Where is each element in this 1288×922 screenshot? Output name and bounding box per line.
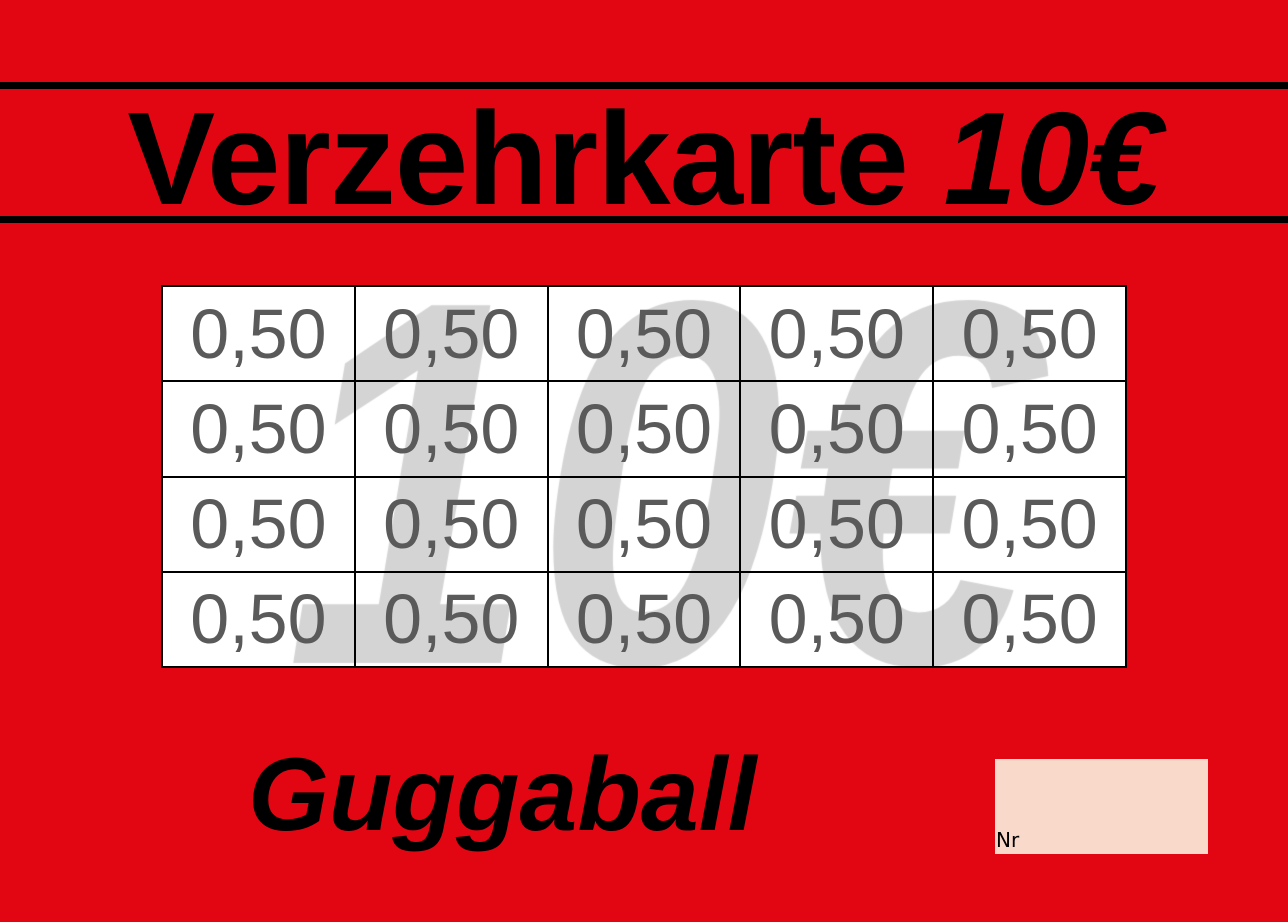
value-cell: 0,50 xyxy=(162,286,355,382)
title-amount: 10€ xyxy=(943,85,1161,232)
value-cell: 0,50 xyxy=(933,571,1126,667)
value-cell: 0,50 xyxy=(354,381,548,477)
value-cell: 0,50 xyxy=(547,571,741,667)
bottom-rule xyxy=(0,216,1288,223)
value-cell: 0,50 xyxy=(547,381,741,477)
value-cell: 0,50 xyxy=(740,571,934,667)
top-rule xyxy=(0,82,1288,89)
value-cell: 0,50 xyxy=(547,476,741,572)
number-field: Nr xyxy=(995,759,1208,854)
card-title: Verzehrkarte 10€ xyxy=(0,84,1288,234)
value-cell: 0,50 xyxy=(740,381,934,477)
value-cell: 0,50 xyxy=(354,571,548,667)
value-cell: 0,50 xyxy=(354,286,548,382)
value-cell: 0,50 xyxy=(354,476,548,572)
value-cell: 0,50 xyxy=(933,381,1126,477)
number-label: Nr xyxy=(996,828,1020,852)
value-cell: 0,50 xyxy=(162,381,355,477)
title-text: Verzehrkarte xyxy=(127,85,909,232)
value-cell: 0,50 xyxy=(162,571,355,667)
value-cell: 0,50 xyxy=(740,476,934,572)
event-name: Guggaball xyxy=(248,737,757,853)
value-cell: 0,50 xyxy=(933,476,1126,572)
value-grid: 0,50 0,50 0,50 0,50 0,50 0,50 0,50 0,50 0,50 0,50… xyxy=(161,285,1127,668)
value-cell: 0,50 xyxy=(933,286,1126,382)
value-cell: 0,50 xyxy=(547,286,741,382)
value-cell: 0,50 xyxy=(740,286,934,382)
value-cell: 0,50 xyxy=(162,476,355,572)
